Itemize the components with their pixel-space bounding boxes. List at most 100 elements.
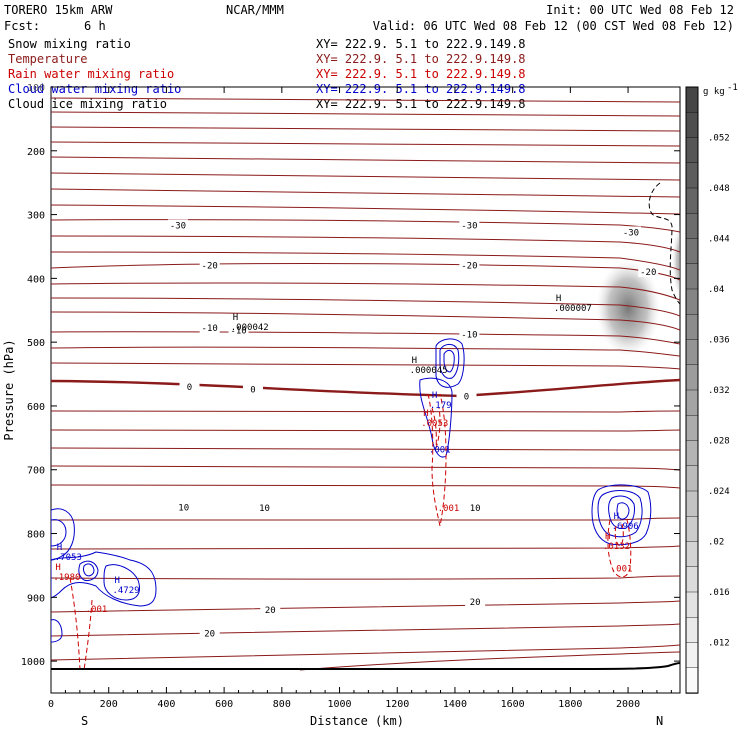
colorbar-segment <box>685 541 699 568</box>
temperature-label: -30 <box>461 221 477 231</box>
init-label: Init: 00 UTC Wed 08 Feb 12 <box>546 3 734 17</box>
temperature-label: -30 <box>623 228 639 238</box>
temperature-contour <box>51 251 680 271</box>
temperature-contour <box>51 331 680 345</box>
extremum-value: .179 <box>430 401 452 411</box>
temperature-label-bg <box>638 265 659 277</box>
x-tick-label: 1400 <box>443 699 467 710</box>
y-axis-label: Pressure (hPa) <box>2 339 16 440</box>
snow-contour <box>648 182 680 305</box>
contour-value-label: .001 <box>86 605 108 615</box>
temperature-label: 10 <box>470 504 481 514</box>
cloud-water-contour <box>51 519 67 547</box>
extremum-marker: H <box>605 532 610 542</box>
temperature-label: 0 <box>250 385 255 395</box>
x-tick-label: 1800 <box>558 699 582 710</box>
temperature-label-bg <box>459 219 480 231</box>
rain-water-contour <box>431 407 441 449</box>
colorbar-segment <box>685 642 699 669</box>
cloud-ice-shading <box>596 260 660 356</box>
y-tick-label: 400 <box>27 274 45 285</box>
temperature-contour <box>51 204 680 215</box>
temperature-contour-minus10 <box>51 311 680 331</box>
temperature-contour <box>51 235 680 253</box>
temperature-label-bg <box>199 259 220 271</box>
contour-value-label: .001 <box>611 565 633 575</box>
temperature-label-bg <box>228 324 249 336</box>
extremum-marker: H <box>114 576 119 586</box>
south-label: S <box>81 714 88 728</box>
colorbar-segment <box>685 667 699 694</box>
y-tick-label-top: 100 <box>27 83 45 94</box>
temperature-contour <box>51 545 680 550</box>
colorbar-segment <box>685 364 699 391</box>
contour-labels: -30 -30 -30 -20 -20 -20 -10 -10 -10 0 0 0 10 10 10 20 20… <box>53 219 659 640</box>
legend-entry-xy: XY= 222.9. 5.1 to 222.9.149.8 <box>316 97 526 111</box>
cloud-water-contour <box>591 484 652 546</box>
x-tick-label: 200 <box>100 699 118 710</box>
colorbar-tick-label: .016 <box>708 588 730 598</box>
colorbar-tick-label: .032 <box>708 386 730 396</box>
extremum-marker: H <box>55 563 60 573</box>
cloud-water-contour <box>443 349 455 373</box>
rain-water-contours <box>69 393 632 671</box>
temperature-contour <box>51 429 680 432</box>
x-tick-label: 800 <box>273 699 291 710</box>
temperature-label-bg <box>459 259 480 271</box>
temperature-label: -20 <box>640 268 656 278</box>
temperature-contour-plus20 <box>51 600 680 613</box>
temperature-label: -10 <box>230 327 246 337</box>
extremum-value: .000045 <box>410 366 448 376</box>
cloud-water-contour <box>82 563 95 577</box>
legend-entry-xy: XY= 222.9. 5.1 to 222.9.149.8 <box>316 52 526 66</box>
x-tick-label: 0 <box>48 699 54 710</box>
y-tick-label: 1000 <box>21 657 45 668</box>
extremum-marker: H <box>412 356 417 366</box>
axes: 0 200 400 600 800 1000 1200 1400 1600 1800 2000200… <box>21 83 680 710</box>
contour-value-label: .001 <box>438 504 460 514</box>
plot-frame <box>50 86 681 694</box>
colorbar-segment <box>685 490 699 517</box>
temperature-label-bg <box>459 328 480 340</box>
temperature-label: 10 <box>178 503 189 513</box>
temperature-contour <box>51 282 680 301</box>
colorbar-segment <box>685 465 699 492</box>
colorbar-segment <box>685 516 699 543</box>
colorbar-tick-label: .052 <box>708 134 730 144</box>
extremum-marker: H <box>233 313 238 323</box>
colorbar-tick-label: .02 <box>708 538 724 548</box>
colorbar-segment <box>685 314 699 341</box>
y-tick-label: 900 <box>27 593 45 604</box>
y-tick-label: 300 <box>27 211 45 222</box>
temperature-contour <box>51 575 680 580</box>
temperature-contour <box>51 156 680 164</box>
colorbar-tick-label: .044 <box>708 235 730 245</box>
colorbar: .052 .048 .044 .04 .036 .032 .028 .024 .02 .016 .0… <box>685 83 738 694</box>
temperature-label: 0 <box>187 383 192 393</box>
temperature-contour <box>299 651 680 671</box>
colorbar-segment <box>685 213 699 240</box>
temperature-label: -20 <box>202 262 218 272</box>
cloud-water-contour <box>597 490 643 538</box>
rain-water-contour <box>69 577 93 671</box>
extremum-value: .1980 <box>53 573 80 583</box>
colorbar-segment <box>685 389 699 416</box>
extremum-marker: H <box>423 409 428 419</box>
extremum-marker: H <box>556 294 561 304</box>
cloud-water-contours <box>51 338 652 643</box>
legend-entry-xy: XY= 222.9. 5.1 to 222.9.149.8 <box>316 37 526 51</box>
temperature-contour <box>51 141 680 147</box>
extremum-marker: H <box>432 391 437 401</box>
y-tick-label: 800 <box>27 530 45 541</box>
temperature-label-bg <box>167 219 188 231</box>
temperature-contour <box>51 111 680 117</box>
legend: Snow mixing ratio XY= 222.9. 5.1 to 222.9… <box>8 37 526 111</box>
colorbar-segment <box>685 339 699 366</box>
legend-entry-name: Temperature <box>8 52 87 66</box>
cloud-water-contour <box>51 551 157 607</box>
colorbar-unit: g kg <box>703 87 725 97</box>
legend-entry-xy: XY= 222.9. 5.1 to 222.9.149.8 <box>316 67 526 81</box>
temperature-contour <box>51 623 680 637</box>
